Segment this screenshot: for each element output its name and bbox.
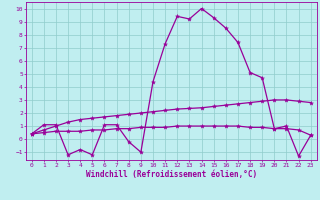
- X-axis label: Windchill (Refroidissement éolien,°C): Windchill (Refroidissement éolien,°C): [86, 170, 257, 179]
